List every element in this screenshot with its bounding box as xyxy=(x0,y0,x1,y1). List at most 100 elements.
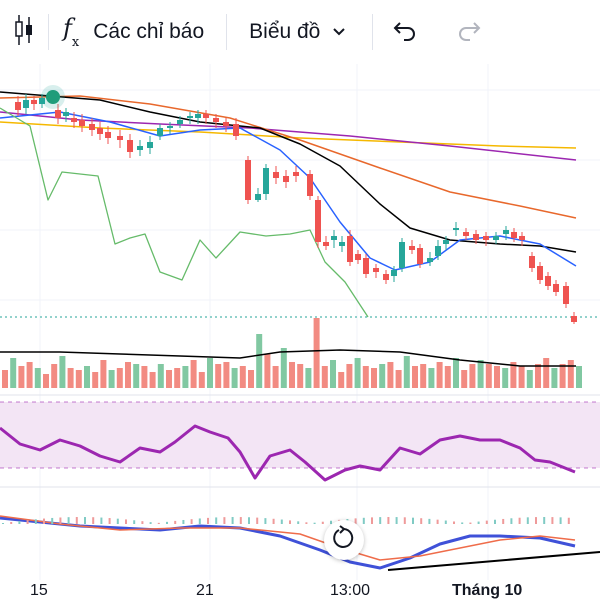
chart-canvas[interactable] xyxy=(0,64,600,600)
macd-histogram-bar xyxy=(469,522,472,524)
volume-bar xyxy=(428,368,435,388)
candle-body xyxy=(187,116,193,118)
candle-body xyxy=(223,122,229,126)
macd-histogram-bar xyxy=(297,521,300,524)
volume-bar xyxy=(338,372,345,388)
volume-bar xyxy=(362,366,369,388)
candle-body xyxy=(347,236,353,262)
volume-bar xyxy=(371,368,377,388)
macd-histogram-bar xyxy=(75,517,78,524)
volume-bar xyxy=(157,364,164,388)
volume-bar xyxy=(2,370,8,388)
volume-bar xyxy=(141,366,148,388)
volume-bar xyxy=(559,364,566,388)
volume-bar xyxy=(174,368,181,388)
candle-body xyxy=(355,254,361,260)
volume-bar xyxy=(34,368,41,388)
volume-bar xyxy=(198,372,205,388)
volume-bar xyxy=(84,366,90,388)
volume-bar xyxy=(133,364,140,388)
candle-body xyxy=(147,142,153,148)
candle-body xyxy=(519,236,525,240)
candle-body xyxy=(417,248,423,264)
macd-histogram-bar xyxy=(485,520,488,524)
candle-body xyxy=(31,100,37,104)
candle-body xyxy=(503,230,509,234)
volume-bar xyxy=(420,364,427,388)
crosshair-marker xyxy=(46,90,60,104)
candle-body xyxy=(55,110,61,118)
volume-bar xyxy=(125,362,131,388)
macd-histogram-bar xyxy=(198,518,201,524)
macd-histogram-bar xyxy=(133,520,136,524)
macd-histogram-bar xyxy=(453,521,455,524)
candle-body xyxy=(307,174,313,196)
volume-bar xyxy=(92,372,99,388)
candle-body xyxy=(399,242,405,268)
macd-histogram-bar xyxy=(313,522,316,524)
volume-bar xyxy=(477,360,484,388)
reset-zoom-button[interactable] xyxy=(324,520,364,560)
candle-body xyxy=(443,240,449,244)
indicators-button[interactable]: fx Các chỉ báo xyxy=(49,0,226,64)
undo-icon xyxy=(392,19,418,46)
macd-histogram-bar xyxy=(494,519,496,524)
redo-button[interactable] xyxy=(437,0,501,64)
macd-histogram-bar xyxy=(395,517,398,524)
volume-bar xyxy=(256,334,263,388)
candle-body xyxy=(89,124,95,130)
volume-bar xyxy=(576,366,582,388)
candle-body xyxy=(195,114,201,118)
macd-histogram-bar xyxy=(461,522,464,524)
macd-histogram-bar xyxy=(182,519,185,524)
ma-line-orange xyxy=(0,95,577,219)
undo-button[interactable] xyxy=(373,0,437,64)
x-tick-label: 15 xyxy=(30,582,48,599)
volume-bar xyxy=(108,370,115,388)
volume-bar xyxy=(412,366,418,388)
candle-body xyxy=(529,256,535,268)
volume-bar xyxy=(289,362,295,388)
chart-menu-label: Biểu đồ xyxy=(249,20,321,43)
macd-histogram-bar xyxy=(108,518,111,524)
candle-body xyxy=(409,246,415,250)
volume-bar xyxy=(272,366,279,388)
chart-toolbar: fx Các chỉ báo Biểu đồ xyxy=(0,0,600,64)
macd-histogram-bar xyxy=(207,517,209,524)
candle-body xyxy=(245,160,251,200)
chart-type-button[interactable] xyxy=(0,0,48,64)
chikou-line xyxy=(0,107,369,318)
macd-histogram-bar xyxy=(26,520,29,524)
volume-bar xyxy=(59,356,66,388)
macd-histogram-bar xyxy=(256,517,259,524)
candle-body xyxy=(167,126,173,128)
volume-bar xyxy=(215,364,222,388)
macd-histogram-bar xyxy=(567,517,570,524)
candle-body xyxy=(323,242,329,246)
volume-bar xyxy=(403,356,410,388)
candle-body xyxy=(39,98,45,104)
macd-histogram-bar xyxy=(436,519,439,524)
candle-body xyxy=(363,258,369,274)
volume-bar xyxy=(43,374,49,388)
candle-body xyxy=(63,112,69,116)
volume-bar xyxy=(502,368,509,388)
candle-body xyxy=(177,120,183,124)
macd-histogram-bar xyxy=(428,518,431,524)
chart-menu-button[interactable]: Biểu đồ xyxy=(227,0,372,64)
volume-bar xyxy=(18,366,25,388)
macd-histogram-bar xyxy=(67,517,70,524)
chevron-down-icon xyxy=(332,27,346,37)
price-chart-svg[interactable] xyxy=(0,64,600,600)
macd-histogram-bar xyxy=(51,517,54,524)
volume-bar xyxy=(67,368,74,388)
candle-body xyxy=(293,172,299,176)
ma-line-black xyxy=(0,91,577,253)
candle-body xyxy=(71,118,77,122)
candle-body xyxy=(23,100,29,108)
macd-histogram-bar xyxy=(18,521,21,524)
volume-bar xyxy=(395,370,402,388)
volume-bar xyxy=(453,358,459,388)
macd-histogram-bar xyxy=(166,521,168,524)
volume-bar xyxy=(494,366,500,388)
